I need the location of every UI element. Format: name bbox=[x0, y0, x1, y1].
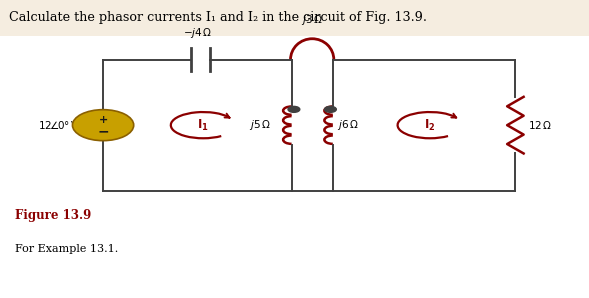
Text: Calculate the phasor currents I₁ and I₂ in the circuit of Fig. 13.9.: Calculate the phasor currents I₁ and I₂ … bbox=[9, 11, 427, 24]
Text: +: + bbox=[98, 115, 108, 125]
Text: $-j4\,\Omega$: $-j4\,\Omega$ bbox=[183, 26, 212, 40]
Text: $\mathbf{I_2}$: $\mathbf{I_2}$ bbox=[424, 118, 436, 133]
Text: −: − bbox=[97, 125, 109, 139]
FancyBboxPatch shape bbox=[0, 0, 589, 36]
Text: $\mathbf{I_1}$: $\mathbf{I_1}$ bbox=[197, 118, 209, 133]
Text: $j3\,\Omega$: $j3\,\Omega$ bbox=[302, 13, 323, 27]
Text: For Example 13.1.: For Example 13.1. bbox=[15, 244, 118, 254]
Text: $j6\,\Omega$: $j6\,\Omega$ bbox=[337, 118, 359, 132]
Text: $12\,\Omega$: $12\,\Omega$ bbox=[528, 119, 552, 131]
Circle shape bbox=[288, 106, 300, 112]
Text: Figure 13.9: Figure 13.9 bbox=[15, 209, 91, 222]
Circle shape bbox=[72, 110, 134, 141]
Text: $j5\,\Omega$: $j5\,\Omega$ bbox=[249, 118, 271, 132]
Text: $12\!\angle\!0°\,\mathrm{V}$: $12\!\angle\!0°\,\mathrm{V}$ bbox=[38, 119, 80, 131]
Circle shape bbox=[325, 106, 336, 112]
